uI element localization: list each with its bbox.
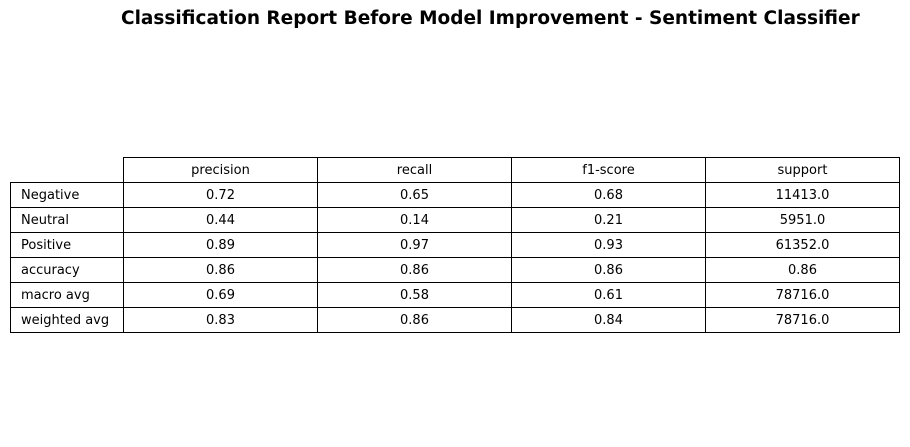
table-cell: 0.61: [511, 282, 706, 308]
column-header-support: support: [705, 157, 900, 183]
table-cell: 0.21: [511, 207, 706, 233]
row-label: Neutral: [10, 207, 124, 233]
table-row-weighted-avg: weighted avg 0.83 0.86 0.84 78716.0: [10, 307, 900, 333]
column-header-recall: recall: [317, 157, 512, 183]
column-header-precision: precision: [123, 157, 318, 183]
row-label: Negative: [10, 182, 124, 208]
table-cell: 0.93: [511, 232, 706, 258]
classification-report-table: precision recall f1-score support Negati…: [10, 157, 900, 333]
table-cell: 5951.0: [705, 207, 900, 233]
table-cell: 0.86: [705, 257, 900, 283]
table-cell: 0.44: [123, 207, 318, 233]
header-row: precision recall f1-score support: [11, 157, 900, 183]
table-cell: 0.97: [317, 232, 512, 258]
table-row-macro-avg: macro avg 0.69 0.58 0.61 78716.0: [10, 282, 900, 308]
table-row-neutral: Neutral 0.44 0.14 0.21 5951.0: [10, 207, 900, 233]
table-row-accuracy: accuracy 0.86 0.86 0.86 0.86: [10, 257, 900, 283]
corner-cell: [11, 158, 124, 183]
table-cell: 0.84: [511, 307, 706, 333]
table-cell: 0.86: [511, 257, 706, 283]
row-label: Positive: [10, 232, 124, 258]
table-cell: 0.69: [123, 282, 318, 308]
table-cell: 0.65: [317, 182, 512, 208]
table-row-positive: Positive 0.89 0.97 0.93 61352.0: [10, 232, 900, 258]
table-cell: 0.14: [317, 207, 512, 233]
table-cell: 78716.0: [705, 282, 900, 308]
row-label: weighted avg: [10, 307, 124, 333]
column-header-f1-score: f1-score: [511, 157, 706, 183]
chart-title: Classification Report Before Model Impro…: [121, 8, 860, 29]
table-cell: 0.83: [123, 307, 318, 333]
row-label: macro avg: [10, 282, 124, 308]
table-cell: 0.68: [511, 182, 706, 208]
table-cell: 0.89: [123, 232, 318, 258]
row-label: accuracy: [10, 257, 124, 283]
table-cell: 0.72: [123, 182, 318, 208]
table-cell: 61352.0: [705, 232, 900, 258]
table-row-negative: Negative 0.72 0.65 0.68 11413.0: [10, 182, 900, 208]
table-cell: 0.86: [123, 257, 318, 283]
table-cell: 0.58: [317, 282, 512, 308]
table-cell: 78716.0: [705, 307, 900, 333]
table-cell: 11413.0: [705, 182, 900, 208]
table-cell: 0.86: [317, 307, 512, 333]
table-cell: 0.86: [317, 257, 512, 283]
